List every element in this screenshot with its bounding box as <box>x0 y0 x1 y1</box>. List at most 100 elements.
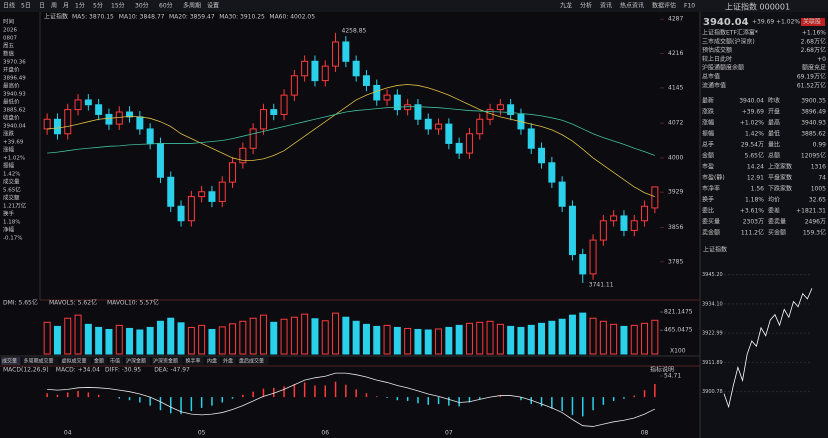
candle-body <box>229 162 237 183</box>
indicator-tab[interactable]: 成交量 <box>2 358 17 365</box>
stat-label: 卖金额 <box>702 229 720 237</box>
indicator-tab[interactable]: 市值 <box>110 358 120 365</box>
tab-bg[interactable] <box>238 357 269 365</box>
price: 3940.04 <box>703 17 749 28</box>
candle-body <box>476 118 484 135</box>
info-item: 3940.93 <box>3 92 26 98</box>
toolbar-tab[interactable]: 热点资讯 <box>620 2 644 10</box>
indicator-tab[interactable]: 虚拟成交量 <box>62 358 87 365</box>
macd-legend: MACD(12,26,9) <box>3 367 49 374</box>
candle-body <box>342 41 350 62</box>
toolbar-tab[interactable]: 分析 <box>580 2 592 10</box>
stat-value: 3896.49 <box>801 109 826 116</box>
volume-bar <box>156 320 164 355</box>
candle-body <box>208 191 216 202</box>
toolbar-tab[interactable]: 资讯 <box>600 2 612 10</box>
candle-body <box>74 99 82 111</box>
y-tick-label: 3929 <box>668 189 683 196</box>
toolbar-tab[interactable]: 30分 <box>135 2 149 10</box>
tag-bg[interactable] <box>801 18 825 26</box>
info-item: 1.18% <box>3 220 20 226</box>
tab-bg[interactable] <box>93 357 107 365</box>
tab-bg[interactable] <box>152 357 183 365</box>
candle-body <box>445 123 453 144</box>
indicator-tab[interactable]: 外盘 <box>223 358 233 365</box>
volume-bar <box>455 324 463 355</box>
toolbar-tab[interactable]: 周 <box>51 3 57 10</box>
stat-value: 3940.04 <box>739 98 764 105</box>
tab-bg[interactable] <box>206 357 220 365</box>
y-tick-label: 3934.10 <box>702 301 723 307</box>
tab-bg[interactable] <box>1 357 21 365</box>
indicator-tab[interactable]: 盘后成交量 <box>239 358 264 365</box>
volume-bar <box>177 322 185 355</box>
indicator-tab[interactable]: 沪深金额 <box>126 358 146 365</box>
y-tick-label: 3785 <box>668 258 683 265</box>
info-value: +0 <box>817 56 826 63</box>
toolbar-tab[interactable]: 日线 <box>3 2 15 10</box>
toolbar-tab[interactable]: 60分 <box>159 2 173 10</box>
candle-body <box>548 162 556 183</box>
toolbar-tab[interactable]: 15分 <box>111 2 125 10</box>
volume-bar <box>290 316 298 355</box>
info-label: 预估成交额 <box>702 46 732 54</box>
tag[interactable]: 关联股 <box>803 18 821 26</box>
tab-bg[interactable] <box>109 357 123 365</box>
toolbar-tab[interactable]: 设置 <box>207 2 219 10</box>
stat-label: 开盘 <box>768 108 780 116</box>
y-tick-label: 3911.89 <box>702 360 723 366</box>
y-tick-label: 465.0475 <box>664 327 693 334</box>
stat-label: 量比 <box>768 141 780 149</box>
volume-bar <box>476 321 484 355</box>
info-value: 69.19万亿 <box>797 73 826 81</box>
info-item: 3885.62 <box>3 108 26 114</box>
y-tick-label: 4145 <box>668 84 683 91</box>
y-tick-label: 54.71 <box>664 372 681 379</box>
stat-value: 159.3亿 <box>803 229 826 237</box>
y-tick-label: 3945.20 <box>702 272 723 278</box>
toolbar-tab[interactable]: 数据评估 <box>652 2 676 10</box>
volume-bar <box>74 314 82 355</box>
toolbar-tab[interactable]: 月 <box>63 3 69 10</box>
toolbar-tab[interactable]: 5分 <box>93 2 103 10</box>
toolbar-tab[interactable]: 九龙 <box>560 2 572 10</box>
tab-bg[interactable] <box>22 357 59 365</box>
y-tick-label: 3900.78 <box>702 389 723 395</box>
tab-bg[interactable] <box>125 357 150 365</box>
info-label: 总市值 <box>702 73 720 81</box>
info-item: 2026 <box>3 28 17 34</box>
volume-bar <box>301 313 309 355</box>
info-item: 开盘价 <box>3 66 20 74</box>
y-tick-label: 4072 <box>668 120 683 127</box>
volume-bar <box>229 323 237 355</box>
indicator-tab[interactable]: 多周期成交量 <box>24 358 54 365</box>
info-item: 5.65亿 <box>3 186 21 194</box>
toolbar-tab[interactable]: 1分 <box>75 2 85 10</box>
tab-bg[interactable] <box>222 357 236 365</box>
toolbar-tab[interactable]: 5日 <box>21 3 31 10</box>
stat-value: 12.91 <box>747 175 764 182</box>
axis-unit: X100 <box>670 348 686 355</box>
candle-body <box>435 123 443 130</box>
tab-bg[interactable] <box>184 357 205 365</box>
candle-body <box>332 41 340 67</box>
volume-bar <box>198 324 206 355</box>
chart-title: 上证指数 <box>44 13 68 21</box>
volume-bar <box>280 318 288 355</box>
toolbar-tab[interactable]: 日 <box>39 3 45 10</box>
volume-bar <box>620 325 628 355</box>
toolbar-tab[interactable]: 多周期 <box>183 2 201 10</box>
indicator-tab[interactable]: 换手率 <box>186 358 201 365</box>
stat-label: 市净率 <box>702 185 720 193</box>
indicator-tab[interactable]: 内盘 <box>207 358 217 365</box>
indicator-tab[interactable]: 金额 <box>94 358 104 365</box>
volume-bar <box>270 321 278 355</box>
toolbar-tab[interactable]: F10 <box>684 3 695 10</box>
indicator-tab[interactable]: 沪深资金额 <box>153 358 178 365</box>
tab-bg[interactable] <box>60 357 92 365</box>
indicator-note[interactable]: 指标说明 <box>650 366 674 374</box>
candle-body <box>538 147 546 164</box>
info-item: 最低价 <box>3 98 20 106</box>
stat-label: 涨幅 <box>702 119 714 127</box>
candle-body <box>641 205 649 222</box>
